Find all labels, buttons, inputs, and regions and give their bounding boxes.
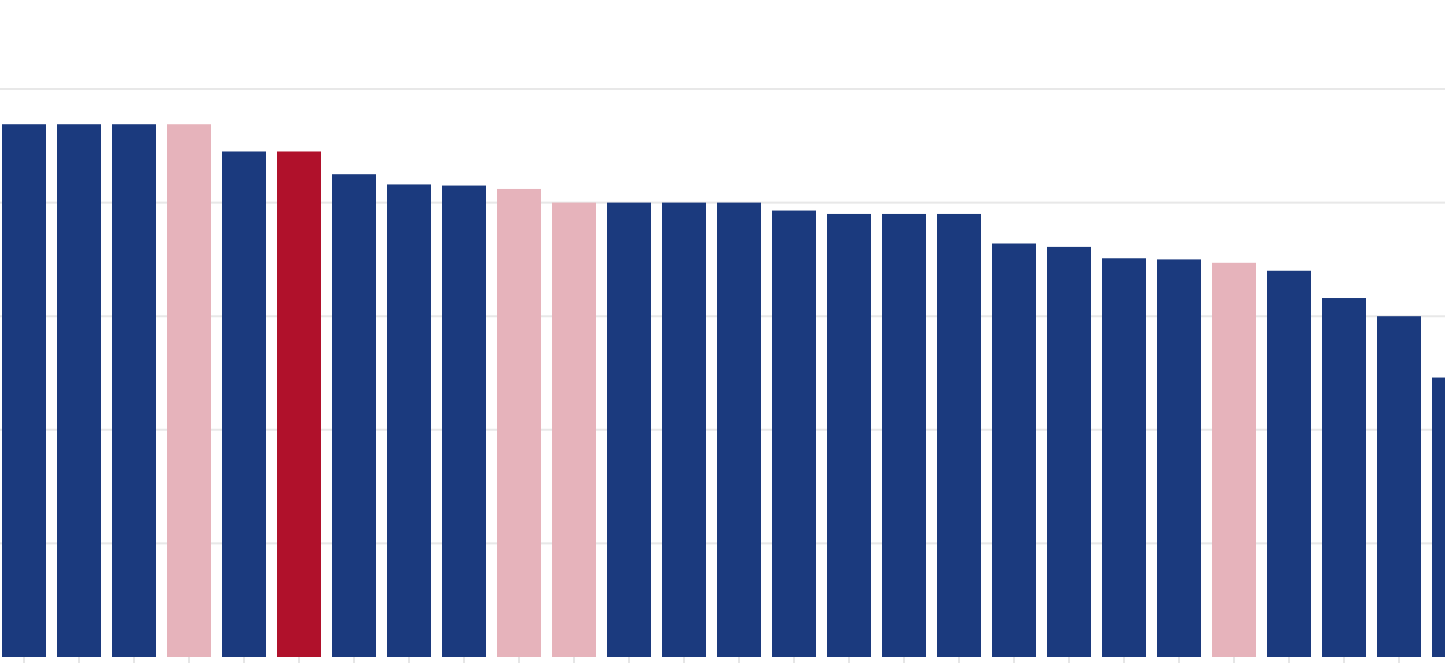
bar [442,185,486,657]
bar [607,202,651,657]
bar [882,213,926,657]
bar [1377,316,1421,657]
bar [1212,262,1256,657]
bar [992,243,1036,657]
bar [717,202,761,657]
bar [827,213,871,657]
bar [167,124,211,657]
bar [1432,377,1445,657]
bar [222,151,266,658]
bar [1047,246,1091,658]
bar [112,124,156,657]
bar [2,124,46,657]
bar [1267,270,1311,657]
bar [332,174,376,657]
bar [937,213,981,657]
bar [552,202,596,657]
bar [497,188,541,657]
bar [772,210,816,657]
bar [662,202,706,657]
bar [277,151,321,658]
bar [57,124,101,657]
bar [1157,259,1201,657]
bar [387,184,431,657]
bar [1102,258,1146,657]
bar [1322,298,1366,657]
